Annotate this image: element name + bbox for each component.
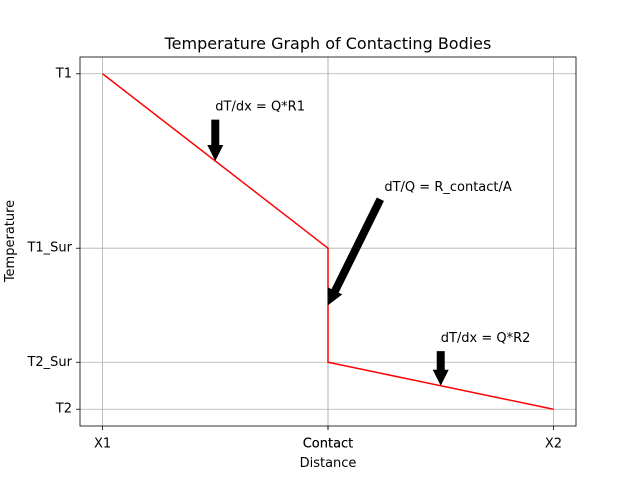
y-tick-label: T1 [55,66,72,81]
annotation: dT/dx = Q*R1 [215,100,305,115]
plot-frame [79,56,577,427]
x-tick-label: Contact [303,437,354,452]
y-axis-label: Temperature [3,200,18,283]
x-axis-label: Distance [300,456,357,471]
x-tick-label: X2 [545,437,562,452]
annotation-arrow [327,197,384,306]
x-tick-label: Contact [303,437,354,452]
annotation-arrow [432,351,449,386]
y-tick-label: T2 [55,402,72,417]
y-tick-label: T1_Sur [26,241,72,256]
annotation: dT/Q = R_contact/A [384,180,512,195]
annotation: dT/dx = Q*R2 [441,331,531,346]
x-tick-label: X1 [94,437,111,452]
annotation-arrow [207,119,224,161]
y-tick-label: T2_Sur [26,355,72,370]
chart-title: Temperature Graph of Contacting Bodies [164,34,492,53]
